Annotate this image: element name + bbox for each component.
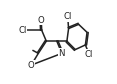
Text: Cl: Cl bbox=[19, 26, 27, 35]
Text: N: N bbox=[59, 49, 65, 58]
Text: Cl: Cl bbox=[85, 50, 93, 59]
Text: O: O bbox=[28, 61, 35, 70]
Text: O: O bbox=[38, 16, 45, 25]
Text: Cl: Cl bbox=[64, 12, 72, 21]
